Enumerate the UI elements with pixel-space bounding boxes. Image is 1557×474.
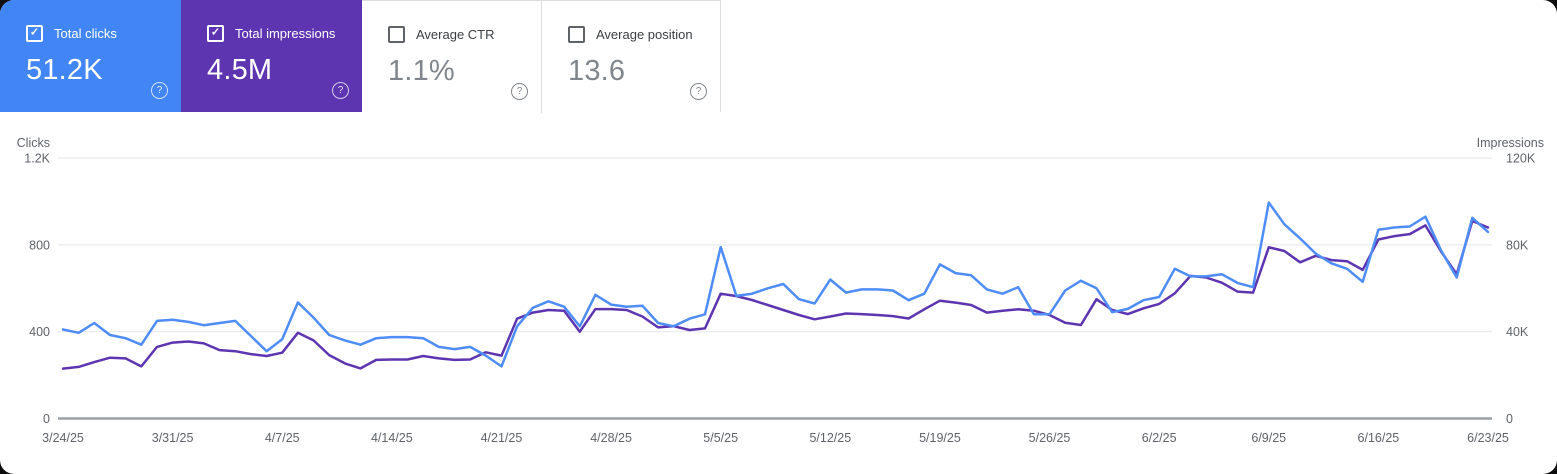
right-axis-tick-label: 40K [1506, 325, 1529, 339]
card-header: Average position [568, 26, 720, 43]
help-icon[interactable]: ? [332, 82, 349, 99]
metric-card-label: Average position [596, 27, 693, 42]
right-axis-title: Impressions [1477, 136, 1544, 150]
left-axis-tick-label: 1.2K [24, 152, 50, 166]
card-header: Average CTR [388, 26, 541, 43]
metric-card-value: 4.5M [207, 54, 273, 86]
metric-card-label: Total impressions [235, 26, 336, 41]
x-axis-date-label: 6/23/25 [1467, 431, 1509, 445]
left-axis-tick-label: 800 [29, 238, 50, 252]
x-axis-date-label: 5/12/25 [809, 431, 851, 445]
card-header: ✓ Total impressions [207, 25, 362, 42]
performance-line-chart[interactable]: 0 0 400 40K 800 80K 1.2K 120K Clicks Impressions 3… [0, 112, 1557, 474]
performance-chart-area: 0 0 400 40K 800 80K 1.2K 120K Clicks Impressions 3… [0, 112, 1557, 474]
x-axis-date-label: 4/21/25 [481, 431, 523, 445]
unchecked-checkbox-icon[interactable] [388, 26, 405, 43]
help-icon[interactable]: ? [151, 82, 168, 99]
unselected-cards-group: Average CTR 1.1% ? Average position 13.6… [362, 0, 721, 113]
x-axis-date-label: 4/7/25 [265, 431, 300, 445]
check-mark-icon: ✓ [29, 26, 40, 39]
right-axis-tick-label: 0 [1506, 412, 1513, 426]
left-axis-tick-label: 0 [43, 412, 50, 426]
card-header: ✓ Total clicks [26, 25, 181, 42]
checked-checkbox-icon[interactable]: ✓ [207, 25, 224, 42]
metric-card-value: 13.6 [568, 55, 626, 87]
x-axis-date-label: 5/19/25 [919, 431, 961, 445]
unchecked-checkbox-icon[interactable] [568, 26, 585, 43]
metric-card-total-impressions[interactable]: ✓ Total impressions 4.5M ? [181, 0, 362, 112]
x-axis-date-label: 5/5/25 [703, 431, 738, 445]
x-axis-date-label: 4/14/25 [371, 431, 413, 445]
left-axis-tick-label: 400 [29, 325, 50, 339]
right-axis-tick-label: 120K [1506, 152, 1536, 166]
metric-card-label: Average CTR [416, 27, 495, 42]
metric-card-value: 51.2K [26, 54, 103, 86]
metric-card-label: Total clicks [54, 26, 117, 41]
checked-checkbox-icon[interactable]: ✓ [26, 25, 43, 42]
x-axis-date-label: 6/9/25 [1251, 431, 1286, 445]
x-axis-date-label: 6/2/25 [1142, 431, 1177, 445]
x-axis-date-label: 3/31/25 [152, 431, 194, 445]
metric-card-value: 1.1% [388, 55, 455, 87]
x-axis-date-label: 6/16/25 [1358, 431, 1400, 445]
x-axis-date-label: 3/24/25 [42, 431, 84, 445]
metric-card-average-ctr[interactable]: Average CTR 1.1% ? [362, 1, 541, 113]
left-axis-title: Clicks [17, 136, 50, 150]
impressions-line [61, 219, 1490, 370]
right-axis-tick-label: 80K [1506, 238, 1529, 252]
x-axis-date-label: 4/28/25 [590, 431, 632, 445]
help-icon[interactable]: ? [511, 83, 528, 100]
help-icon[interactable]: ? [690, 83, 707, 100]
x-axis-date-label: 5/26/25 [1029, 431, 1071, 445]
metric-cards-row: ✓ Total clicks 51.2K ? ✓ Total impressio… [0, 0, 721, 113]
metric-card-total-clicks[interactable]: ✓ Total clicks 51.2K ? [0, 0, 181, 112]
clicks-line [61, 201, 1490, 368]
check-mark-icon: ✓ [210, 26, 221, 39]
metric-card-average-position[interactable]: Average position 13.6 ? [541, 1, 720, 113]
